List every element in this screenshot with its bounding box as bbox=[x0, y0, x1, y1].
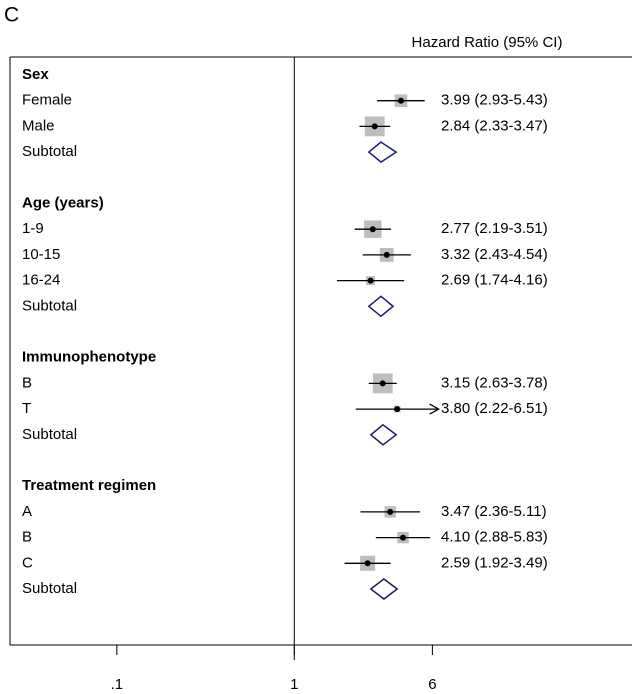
subtotal-diamond bbox=[369, 578, 399, 600]
row-label: 10-15 bbox=[22, 246, 60, 263]
row-label: 1-9 bbox=[22, 220, 44, 237]
estimate-point bbox=[397, 97, 404, 104]
row-label: A bbox=[22, 503, 32, 520]
subtotal-label: Subtotal bbox=[22, 426, 77, 443]
value-label: 3.15 (2.63-3.78) bbox=[441, 374, 548, 391]
estimate-point bbox=[400, 534, 407, 541]
value-label: 2.77 (2.19-3.51) bbox=[441, 220, 548, 237]
subtotal-label: Subtotal bbox=[22, 143, 77, 160]
value-label: 3.32 (2.43-4.54) bbox=[441, 246, 548, 263]
row-label: T bbox=[22, 400, 31, 417]
group-title: Age (years) bbox=[22, 194, 104, 211]
column-header: Hazard Ratio (95% CI) bbox=[412, 34, 563, 51]
value-label: 3.80 (2.22-6.51) bbox=[441, 400, 548, 417]
group-title: Sex bbox=[22, 66, 49, 83]
subtotal-diamond bbox=[369, 423, 398, 446]
value-label: 2.84 (2.33-3.47) bbox=[441, 117, 548, 134]
estimate-point bbox=[369, 226, 376, 233]
ci-arrow bbox=[429, 403, 441, 415]
row-label: B bbox=[22, 374, 32, 391]
estimate-point bbox=[367, 277, 374, 284]
row-label: B bbox=[22, 529, 32, 546]
subtotal-diamond bbox=[367, 295, 395, 318]
subtotal-label: Subtotal bbox=[22, 580, 77, 597]
estimate-point bbox=[371, 123, 378, 130]
group-title: Treatment regimen bbox=[22, 477, 156, 494]
estimate-point bbox=[394, 406, 401, 413]
row-label: Male bbox=[22, 117, 55, 134]
value-label: 3.47 (2.36-5.11) bbox=[441, 503, 547, 520]
value-label: 4.10 (2.88-5.83) bbox=[441, 529, 548, 546]
panel-label: C bbox=[4, 4, 19, 27]
subtotal-label: Subtotal bbox=[22, 297, 77, 314]
estimate-point bbox=[387, 508, 394, 515]
x-tick-label: .1 bbox=[111, 676, 124, 693]
value-label: 2.69 (1.74-4.16) bbox=[441, 272, 548, 289]
row-label: 16-24 bbox=[22, 272, 60, 289]
subtotal-diamond bbox=[367, 141, 398, 164]
group-title: Immunophenotype bbox=[22, 349, 156, 366]
value-label: 2.59 (1.92-3.49) bbox=[441, 554, 548, 571]
value-label: 3.99 (2.93-5.43) bbox=[441, 92, 548, 109]
row-label: C bbox=[22, 554, 33, 571]
row-label: Female bbox=[22, 92, 72, 109]
estimate-point bbox=[383, 251, 390, 258]
x-tick-label: 1 bbox=[290, 676, 298, 693]
estimate-point bbox=[379, 380, 386, 387]
estimate-point bbox=[364, 560, 371, 567]
x-tick-label: 6 bbox=[428, 676, 436, 693]
